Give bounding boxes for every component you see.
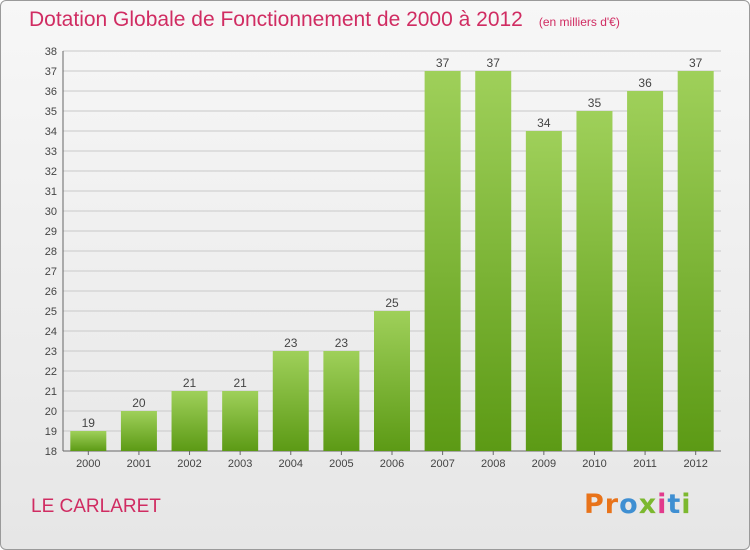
x-tick-label: 2002 <box>177 458 201 470</box>
value-label: 20 <box>132 396 146 410</box>
y-tick-label: 18 <box>45 446 57 458</box>
logo-letter: t <box>667 489 682 520</box>
y-tick-label: 24 <box>45 326 57 338</box>
y-tick-label: 33 <box>45 146 57 158</box>
bar-2011 <box>627 91 664 451</box>
value-label: 35 <box>588 96 602 110</box>
y-tick-label: 29 <box>45 226 57 238</box>
y-tick-label: 26 <box>45 286 57 298</box>
y-tick-label: 25 <box>45 306 57 318</box>
unit-note: (en milliers d'€) <box>538 15 620 29</box>
title-text: Dotation Globale de Fonctionnement de 20… <box>29 8 523 31</box>
value-label: 23 <box>335 336 349 350</box>
bar-2004 <box>272 351 309 451</box>
logo-letter: r <box>604 489 620 520</box>
x-tick-label: 2005 <box>329 458 353 470</box>
value-label: 21 <box>183 376 197 390</box>
value-label: 34 <box>537 116 551 130</box>
value-label: 25 <box>385 296 399 310</box>
labels: 19 20 21 21 23 23 25 37 37 34 35 36 37 <box>82 56 703 430</box>
proxiti-logo[interactable]: Proxiti <box>584 489 692 520</box>
logo-letter: i <box>681 489 692 520</box>
value-label: 37 <box>487 56 501 70</box>
y-tick-label: 23 <box>45 346 57 358</box>
y-tick-label: 36 <box>45 86 57 98</box>
x-tick-label: 2012 <box>683 458 707 470</box>
y-tick-label: 38 <box>45 46 57 58</box>
value-label: 36 <box>638 76 652 90</box>
y-tick-label: 37 <box>45 66 57 78</box>
logo-letter: o <box>619 489 639 520</box>
x-tick-label: 2011 <box>633 458 657 470</box>
bar-2003 <box>222 391 259 451</box>
y-tick-label: 28 <box>45 246 57 258</box>
y-tick-label: 27 <box>45 266 57 278</box>
bar-2009 <box>525 131 562 451</box>
bar-2010 <box>576 111 613 451</box>
x-tick-label: 2001 <box>127 458 151 470</box>
bar-2007 <box>424 71 461 451</box>
bar-2001 <box>120 411 157 451</box>
y-tick-label: 22 <box>45 366 57 378</box>
y-tick-label: 20 <box>45 406 57 418</box>
x-tick-label: 2009 <box>532 458 556 470</box>
value-label: 37 <box>436 56 450 70</box>
x-tick-label: 2007 <box>430 458 454 470</box>
bar-2006 <box>374 311 410 451</box>
x-tick-label: 2003 <box>228 458 252 470</box>
bars <box>70 71 714 451</box>
commune-name: LE CARLARET <box>31 496 161 517</box>
x-tick-label: 2000 <box>76 458 100 470</box>
y-tick-label: 19 <box>45 426 57 438</box>
bar-2005 <box>323 351 360 451</box>
y-tick-label: 30 <box>45 206 57 218</box>
bar-2008 <box>475 71 512 451</box>
value-label: 37 <box>689 56 703 70</box>
value-label: 19 <box>82 416 96 430</box>
y-tick-label: 32 <box>45 166 57 178</box>
x-tick-label: 2006 <box>380 458 404 470</box>
logo-letter: P <box>584 489 605 520</box>
chart-title: Dotation Globale de Fonctionnement de 20… <box>29 8 620 32</box>
bar-2000 <box>70 431 107 451</box>
bar-2002 <box>171 391 208 451</box>
logo-letter: i <box>657 489 668 520</box>
x-tick-label: 2008 <box>481 458 505 470</box>
logo-letter: x <box>638 489 658 520</box>
y-tick-label: 21 <box>45 386 57 398</box>
y-tick-label: 34 <box>45 126 57 138</box>
y-tick-label: 31 <box>45 186 57 198</box>
bar-2012 <box>677 71 714 451</box>
value-label: 21 <box>233 376 247 390</box>
x-tick-label: 2010 <box>582 458 606 470</box>
y-tick-label: 35 <box>45 106 57 118</box>
value-label: 23 <box>284 336 298 350</box>
x-tick-label: 2004 <box>279 458 303 470</box>
